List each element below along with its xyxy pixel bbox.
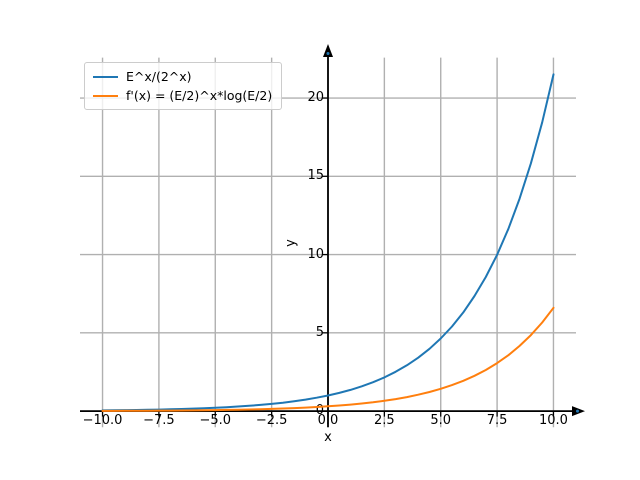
legend-item: f'(x) = (E/2)^x*log(E/2) xyxy=(93,86,272,105)
x-tick-label: 2.5 xyxy=(374,413,395,428)
x-axis-label: x xyxy=(324,430,332,445)
x-tick-label: −7.5 xyxy=(143,413,175,428)
legend-item-label: E^x/(2^x) xyxy=(126,69,192,84)
legend-line-swatch xyxy=(93,94,118,97)
legend-line-swatch xyxy=(93,75,118,78)
legend-item-label: f'(x) = (E/2)^x*log(E/2) xyxy=(126,88,273,103)
x-tick-label: −5.0 xyxy=(199,413,232,428)
x-tick-label: 7.5 xyxy=(486,413,508,428)
x-tick-label: −2.5 xyxy=(255,413,288,428)
x-tick-label: 5.0 xyxy=(430,413,452,428)
y-tick-label: 10 xyxy=(307,246,324,262)
legend-item: E^x/(2^x) xyxy=(93,67,272,86)
y-tick-label: 15 xyxy=(307,168,324,184)
y-tick-label: 5 xyxy=(315,324,324,340)
x-tick-label: −10.0 xyxy=(82,413,123,428)
y-axis-label: y xyxy=(283,239,299,247)
legend: E^x/(2^x) f'(x) = (E/2)^x*log(E/2) xyxy=(84,62,283,110)
x-tick-label: 10.0 xyxy=(538,413,568,428)
y-tick-label: 0 xyxy=(315,403,324,419)
y-tick-label: 20 xyxy=(307,90,324,106)
